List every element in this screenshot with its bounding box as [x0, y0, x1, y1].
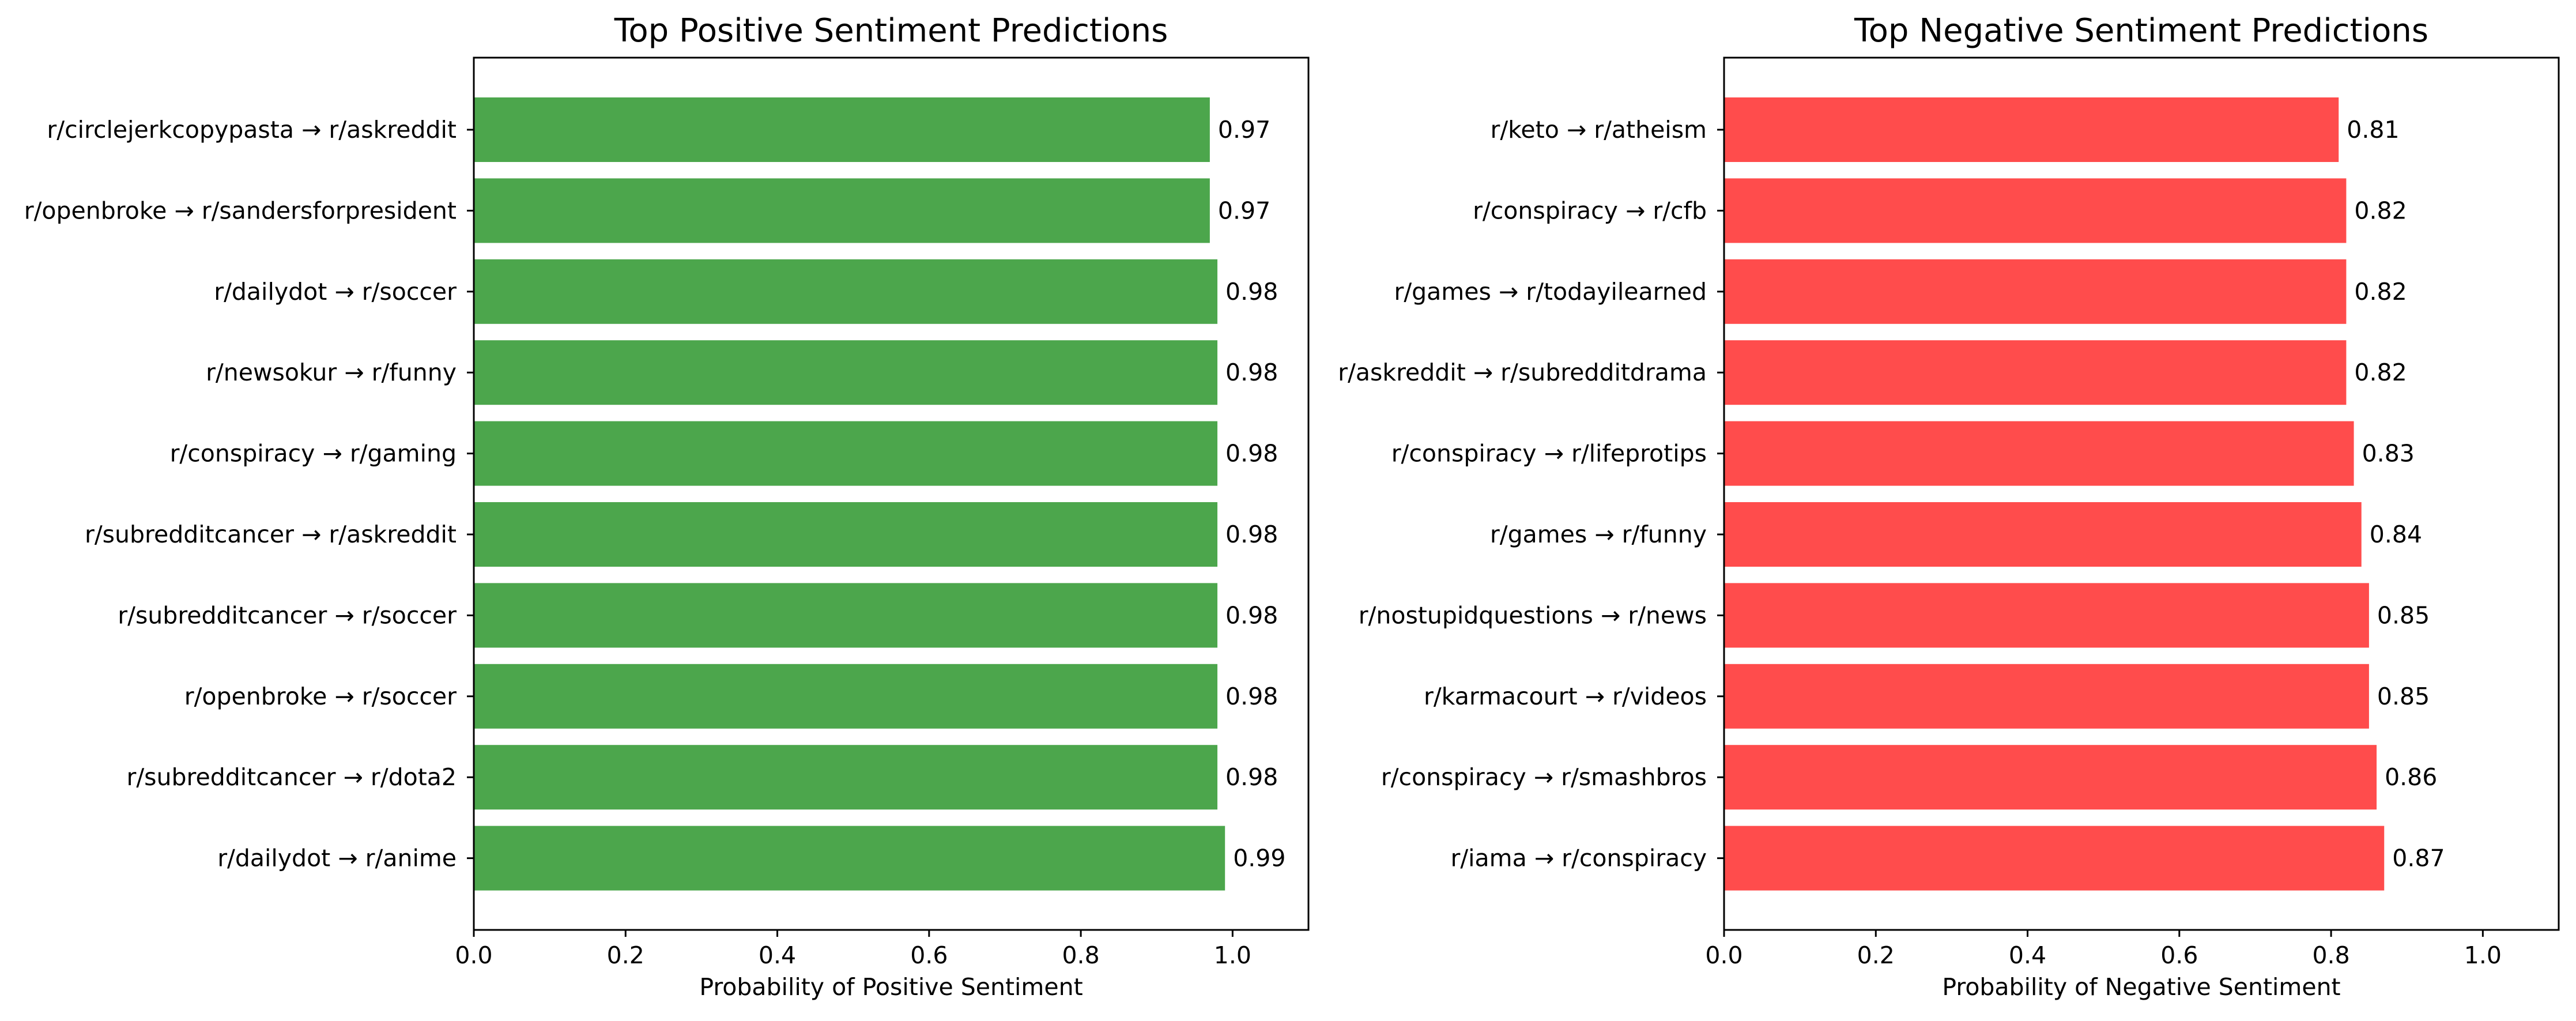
positive-bar	[474, 502, 1218, 567]
positive-bar-value-label: 0.99	[1233, 845, 1285, 872]
positive-category-label: r/dailydot → r/soccer	[214, 278, 457, 306]
positive-bar	[474, 259, 1218, 324]
negative-category-label: r/keto → r/atheism	[1490, 116, 1707, 144]
negative-x-tick-label: 0.4	[2009, 941, 2046, 969]
negative-bar	[1724, 583, 2369, 648]
positive-category-label: r/openbroke → r/sandersforpresident	[24, 197, 457, 224]
positive-bar-value-label: 0.98	[1225, 683, 1278, 710]
negative-bar-value-label: 0.83	[2362, 440, 2415, 468]
positive-bar	[474, 664, 1218, 729]
positive-x-axis-ticks: 0.0 0.2 0.4 0.6 0.8 1.0	[455, 930, 1251, 969]
negative-chart-panel: Top Negative Sentiment Predictions 0.810…	[1338, 12, 2560, 1001]
positive-bar	[474, 826, 1225, 891]
negative-bar-value-label: 0.82	[2354, 278, 2407, 306]
negative-bar	[1724, 826, 2385, 891]
positive-category-labels: r/circlejerkcopypasta → r/askreddit r/ope…	[24, 116, 474, 872]
negative-bar	[1724, 664, 2369, 729]
positive-bar	[474, 421, 1218, 486]
negative-bar-value-label: 0.85	[2377, 683, 2430, 710]
negative-bar-value-label: 0.81	[2347, 116, 2399, 144]
positive-bar	[474, 97, 1210, 162]
negative-x-tick-label: 1.0	[2464, 941, 2502, 969]
positive-bar	[474, 745, 1218, 810]
negative-x-axis-label: Probability of Negative Sentiment	[1942, 973, 2340, 1001]
negative-bar-value-label: 0.85	[2377, 601, 2430, 629]
positive-x-tick-label: 0.0	[455, 941, 492, 969]
negative-x-tick-label: 0.8	[2312, 941, 2349, 969]
positive-value-labels: 0.97 0.97 0.98 0.98 0.98 0.98 0.98 0.98 0.98 0.99	[1218, 116, 1286, 872]
negative-plot-frame	[1723, 56, 2560, 931]
negative-bar-value-label: 0.87	[2392, 845, 2445, 872]
positive-bar-value-label: 0.98	[1225, 521, 1278, 548]
negative-category-label: r/games → r/funny	[1490, 521, 1707, 548]
negative-x-axis-ticks: 0.0 0.2 0.4 0.6 0.8 1.0	[1705, 930, 2502, 969]
negative-bar-value-label: 0.86	[2385, 763, 2437, 791]
negative-bar	[1724, 259, 2347, 324]
negative-chart-title: Top Negative Sentiment Predictions	[1854, 12, 2428, 50]
negative-category-label: r/conspiracy → r/smashbros	[1381, 763, 1707, 791]
positive-chart-title: Top Positive Sentiment Predictions	[614, 12, 1168, 50]
negative-bar-value-label: 0.84	[2370, 521, 2422, 548]
negative-x-tick-label: 0.2	[1857, 941, 1895, 969]
negative-bar	[1724, 745, 2377, 810]
negative-bar-value-label: 0.82	[2354, 359, 2407, 386]
negative-bar	[1724, 421, 2354, 486]
negative-category-labels: r/keto → r/atheism r/conspiracy → r/cfb r/…	[1338, 116, 1724, 872]
positive-bar-value-label: 0.98	[1225, 359, 1278, 386]
positive-bar-value-label: 0.98	[1225, 440, 1278, 468]
positive-category-label: r/dailydot → r/anime	[217, 845, 457, 872]
negative-x-tick-label: 0.0	[1705, 941, 1743, 969]
positive-category-label: r/newsokur → r/funny	[206, 359, 457, 386]
positive-bars	[474, 97, 1225, 891]
positive-x-tick-label: 1.0	[1214, 941, 1251, 969]
positive-x-tick-label: 0.6	[910, 941, 948, 969]
positive-category-label: r/circlejerkcopypasta → r/askreddit	[47, 116, 457, 144]
positive-plot-frame	[473, 56, 1310, 931]
negative-bar	[1724, 340, 2347, 405]
positive-bar-value-label: 0.98	[1225, 278, 1278, 306]
positive-x-tick-label: 0.8	[1062, 941, 1099, 969]
positive-category-label: r/subredditcancer → r/askreddit	[85, 521, 457, 548]
positive-chart-panel: Top Positive Sentiment Predictions 0.970…	[24, 12, 1310, 1001]
positive-bar-value-label: 0.97	[1218, 197, 1270, 224]
positive-x-axis-label: Probability of Positive Sentiment	[699, 973, 1083, 1001]
negative-bar-value-label: 0.82	[2354, 197, 2407, 224]
positive-x-tick-label: 0.2	[607, 941, 644, 969]
positive-category-label: r/subredditcancer → r/soccer	[118, 601, 457, 629]
positive-bar	[474, 178, 1210, 243]
negative-bar	[1724, 178, 2347, 243]
negative-value-labels: 0.81 0.82 0.82 0.82 0.83 0.84 0.85 0.85 0.86 0.87	[2347, 116, 2445, 872]
positive-category-label: r/subredditcancer → r/dota2	[127, 763, 457, 791]
positive-bar-value-label: 0.97	[1218, 116, 1270, 144]
negative-bar	[1724, 502, 2362, 567]
positive-bar	[474, 583, 1218, 648]
negative-x-tick-label: 0.6	[2160, 941, 2198, 969]
negative-category-label: r/conspiracy → r/lifeprotips	[1391, 440, 1707, 468]
negative-category-label: r/askreddit → r/subredditdrama	[1338, 359, 1707, 386]
positive-bar-value-label: 0.98	[1225, 763, 1278, 791]
negative-category-label: r/games → r/todayilearned	[1394, 278, 1707, 306]
negative-category-label: r/conspiracy → r/cfb	[1473, 197, 1707, 224]
negative-category-label: r/iama → r/conspiracy	[1450, 845, 1707, 872]
positive-bar	[474, 340, 1218, 405]
positive-category-label: r/openbroke → r/soccer	[184, 683, 457, 710]
negative-bar	[1724, 97, 2339, 162]
positive-bar-value-label: 0.98	[1225, 601, 1278, 629]
positive-category-label: r/conspiracy → r/gaming	[170, 440, 457, 468]
negative-category-label: r/nostupidquestions → r/news	[1359, 601, 1707, 629]
negative-bars	[1724, 97, 2385, 891]
negative-category-label: r/karmacourt → r/videos	[1424, 683, 1707, 710]
positive-x-tick-label: 0.4	[759, 941, 796, 969]
